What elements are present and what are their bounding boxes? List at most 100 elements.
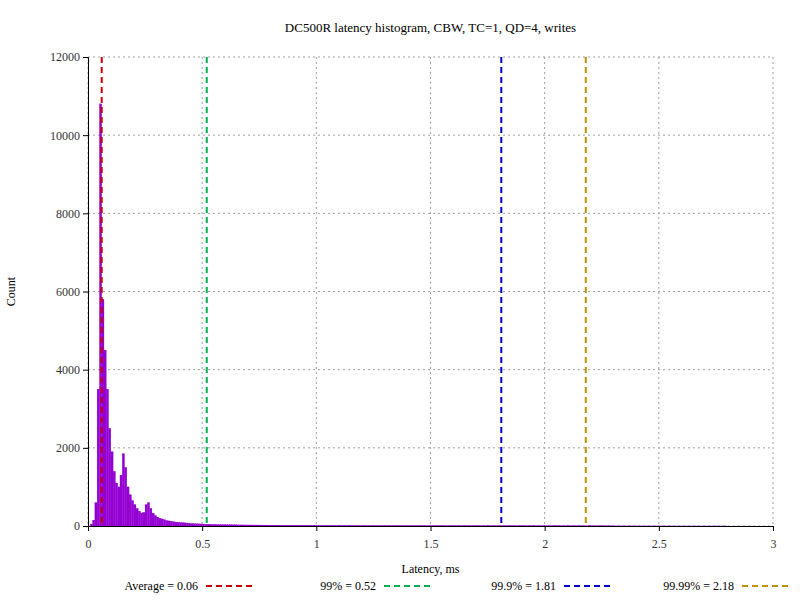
histogram-bar <box>184 523 186 526</box>
histogram-bar <box>264 525 266 526</box>
histogram-bar <box>287 525 289 526</box>
histogram-bar <box>522 525 533 526</box>
histogram-bar <box>218 525 220 526</box>
histogram-bar <box>314 525 316 526</box>
histogram-bar <box>278 525 280 526</box>
histogram-bar <box>104 350 106 526</box>
histogram-bar <box>465 525 476 526</box>
histogram-bar <box>510 525 521 526</box>
grid-line-y <box>88 135 773 136</box>
y-tick: 10000 <box>50 129 88 143</box>
histogram-bar <box>109 428 111 526</box>
histogram-bar <box>200 524 202 526</box>
histogram-bar <box>556 525 567 526</box>
histogram-bar <box>284 525 286 526</box>
histogram-bar <box>419 525 430 526</box>
histogram-bar <box>328 525 339 526</box>
histogram-bar <box>90 524 92 526</box>
histogram-bar <box>273 525 275 526</box>
x-tick-label: 3 <box>771 537 777 551</box>
y-tick: 6000 <box>56 285 88 299</box>
histogram-bar <box>243 525 245 526</box>
histogram-bar <box>248 525 250 526</box>
x-tick: 0 <box>86 526 92 551</box>
x-tick: 1.5 <box>424 526 439 551</box>
y-tick-mark <box>83 213 88 214</box>
x-axis-line <box>89 527 774 532</box>
histogram-bar <box>122 454 124 526</box>
histogram-bar <box>488 525 499 526</box>
histogram-bar <box>97 389 99 526</box>
x-tick: 2.5 <box>652 526 667 551</box>
histogram-bar <box>545 525 556 526</box>
y-tick-label: 10000 <box>50 129 80 143</box>
y-tick-label: 12000 <box>50 50 80 64</box>
histogram-bar <box>255 525 257 526</box>
y-tick-mark <box>83 292 88 293</box>
y-tick-label: 6000 <box>56 285 80 299</box>
histogram-bar <box>257 525 259 526</box>
y-tick-mark <box>83 370 88 371</box>
histogram-bar <box>214 524 216 526</box>
legend-label: 99.9% = 1.81 <box>491 579 556 593</box>
histogram-bar <box>727 526 738 527</box>
y-tick: 2000 <box>56 441 88 455</box>
x-tick-mark <box>431 526 432 531</box>
legend-label: Average = 0.06 <box>124 579 198 593</box>
histogram-bar <box>93 520 95 526</box>
histogram-bar <box>303 525 305 526</box>
histogram-bar <box>115 483 117 526</box>
legend-swatch <box>384 585 432 587</box>
histogram-bar <box>262 525 264 526</box>
x-tick-label: 1 <box>314 537 320 551</box>
histogram-bar <box>195 524 197 526</box>
histogram-bar <box>362 525 373 526</box>
y-axis: 0 2000 4000 6000 8000 10000 12000 <box>50 50 89 533</box>
reference-line <box>585 57 587 526</box>
histogram-bar <box>172 522 174 526</box>
x-tick-mark <box>773 526 774 531</box>
histogram-bar <box>568 525 579 526</box>
histogram-bar <box>191 523 193 526</box>
histogram-bar <box>309 525 311 526</box>
histogram-bar <box>268 525 270 526</box>
histogram-bar <box>613 525 624 526</box>
histogram-bar <box>141 513 143 526</box>
reference-line <box>500 57 502 526</box>
grid-line-x <box>316 57 317 526</box>
histogram-bar <box>154 515 156 526</box>
grid-line-y <box>88 57 773 58</box>
histogram-bar <box>152 513 154 526</box>
histogram-bar <box>232 525 234 526</box>
histogram-bar <box>95 503 97 526</box>
legend-swatch <box>564 585 612 587</box>
histogram-bar <box>198 524 200 526</box>
x-tick-label: 1.5 <box>424 537 439 551</box>
histogram-bar <box>216 525 218 526</box>
x-tick: 3 <box>771 526 777 551</box>
histogram-bar <box>316 525 327 526</box>
histogram-bar <box>280 525 282 526</box>
legend-label: 99% = 0.52 <box>320 579 376 593</box>
histogram-bar <box>659 525 670 526</box>
histogram-bar <box>636 525 647 526</box>
x-tick: 1 <box>314 526 320 551</box>
histogram-bar <box>682 525 693 526</box>
histogram-bar <box>143 512 145 526</box>
histogram-bar <box>182 523 184 526</box>
y-tick-mark <box>83 448 88 449</box>
histogram-bar <box>113 471 115 526</box>
histogram-bar <box>131 501 133 526</box>
histogram-bar <box>236 525 238 526</box>
x-tick-label: 2.5 <box>652 537 667 551</box>
y-tick: 0 <box>74 519 88 533</box>
x-tick-mark <box>659 526 660 531</box>
y-tick-label: 4000 <box>56 363 80 377</box>
legend: Average = 0.06 99% = 0.52 99.9% = 1.81 99.9… <box>124 579 790 593</box>
histogram-bar <box>202 524 204 526</box>
y-tick: 8000 <box>56 207 88 221</box>
legend-label: 99.99% = 2.18 <box>663 579 734 593</box>
histogram-bar <box>120 475 122 526</box>
histogram-bar <box>193 524 195 526</box>
histogram-bar <box>312 525 314 526</box>
